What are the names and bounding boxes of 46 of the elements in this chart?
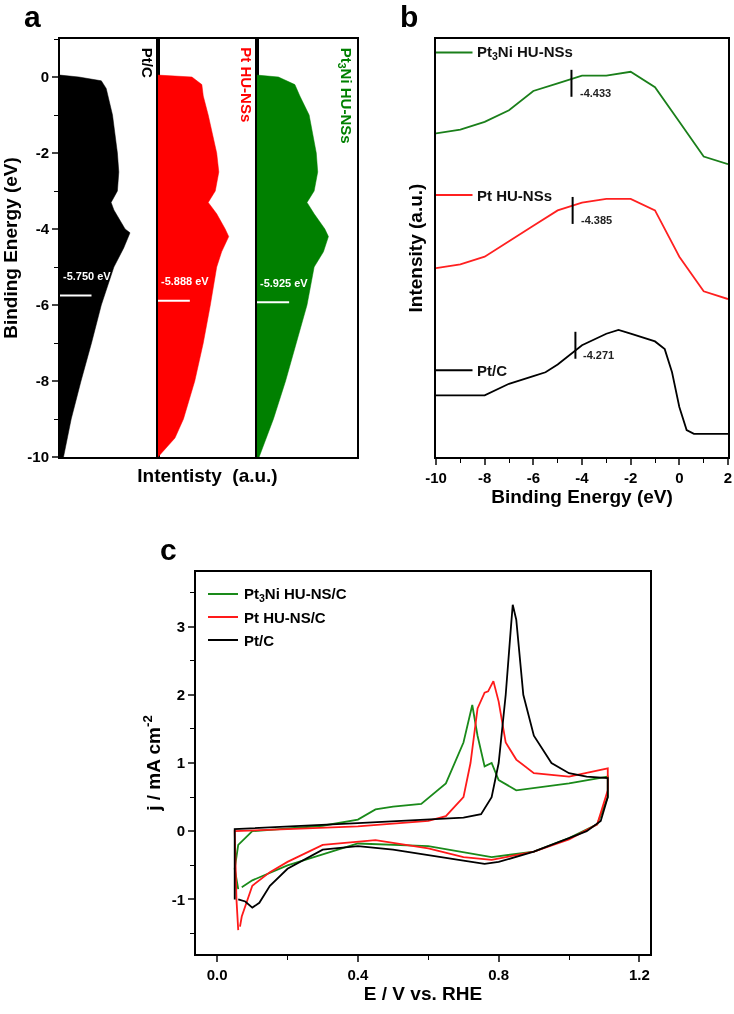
x-tick-label: 1.2 xyxy=(629,966,650,983)
x-tick-label: -4 xyxy=(575,469,590,486)
chart-title: c xyxy=(160,533,177,566)
x-axis-title: Binding Energy (eV) xyxy=(491,486,673,507)
x-tick-label: -2 xyxy=(624,469,638,486)
x-tick-label: 0.8 xyxy=(488,966,510,983)
ref-line-label: -5.888 eV xyxy=(161,275,210,287)
x-tick-label: -8 xyxy=(478,469,492,486)
x-tick-label: -6 xyxy=(526,469,540,486)
legend-label: Pt/C xyxy=(477,362,508,379)
legend-label: Pt HU-NS/C xyxy=(244,609,326,626)
y-tick-label: 0 xyxy=(40,68,49,86)
x-tick-label: 0.0 xyxy=(206,966,228,983)
annotation: -4.433 xyxy=(580,87,612,99)
annotation: -4.271 xyxy=(583,349,615,361)
y-tick-label: -4 xyxy=(35,220,50,238)
x-tick-label: 2 xyxy=(723,469,733,486)
y-tick-label: 0 xyxy=(176,822,185,840)
y-tick-label: -2 xyxy=(35,144,49,162)
chart-title: b xyxy=(400,0,419,33)
legend-label: Pt$_{3}$Ni HU-NSs xyxy=(477,43,573,63)
y-tick-label: 2 xyxy=(176,686,185,704)
y-tick-label: 1 xyxy=(176,754,185,772)
legend-label: Pt$_{3}$Ni HU-NS/C xyxy=(244,585,347,605)
legend-label: Pt HU-NSs xyxy=(477,187,553,204)
x-tick-label: 0.4 xyxy=(347,966,369,983)
y-tick-label: -6 xyxy=(35,296,49,314)
y-tick-label: 3 xyxy=(176,617,185,635)
ref-line-label: -5.750 eV xyxy=(63,270,112,282)
y-tick-label: -1 xyxy=(171,890,185,908)
x-axis-title: Intentisty (a.u.) xyxy=(137,465,278,487)
chart-title: a xyxy=(24,0,41,33)
x-tick-label: -10 xyxy=(425,469,447,486)
text: Pt HU-NSs xyxy=(238,47,256,123)
y-tick-label: -8 xyxy=(35,372,49,390)
x-tick-label: 0 xyxy=(675,469,684,486)
line-series xyxy=(233,680,609,932)
ref-line-label: -5.925 eV xyxy=(260,277,309,289)
y-axis-title: Intensity (a.u.) xyxy=(405,183,427,313)
annotation: -4.385 xyxy=(581,214,613,226)
x-axis-title: E / V vs. RHE xyxy=(363,983,483,1004)
text: Pt/C xyxy=(138,47,156,78)
legend-label: Pt/C xyxy=(244,632,275,649)
y-axis-title: Binding Energy (eV) xyxy=(0,157,21,339)
line-series xyxy=(233,603,609,909)
y-tick-label: -10 xyxy=(27,448,49,466)
